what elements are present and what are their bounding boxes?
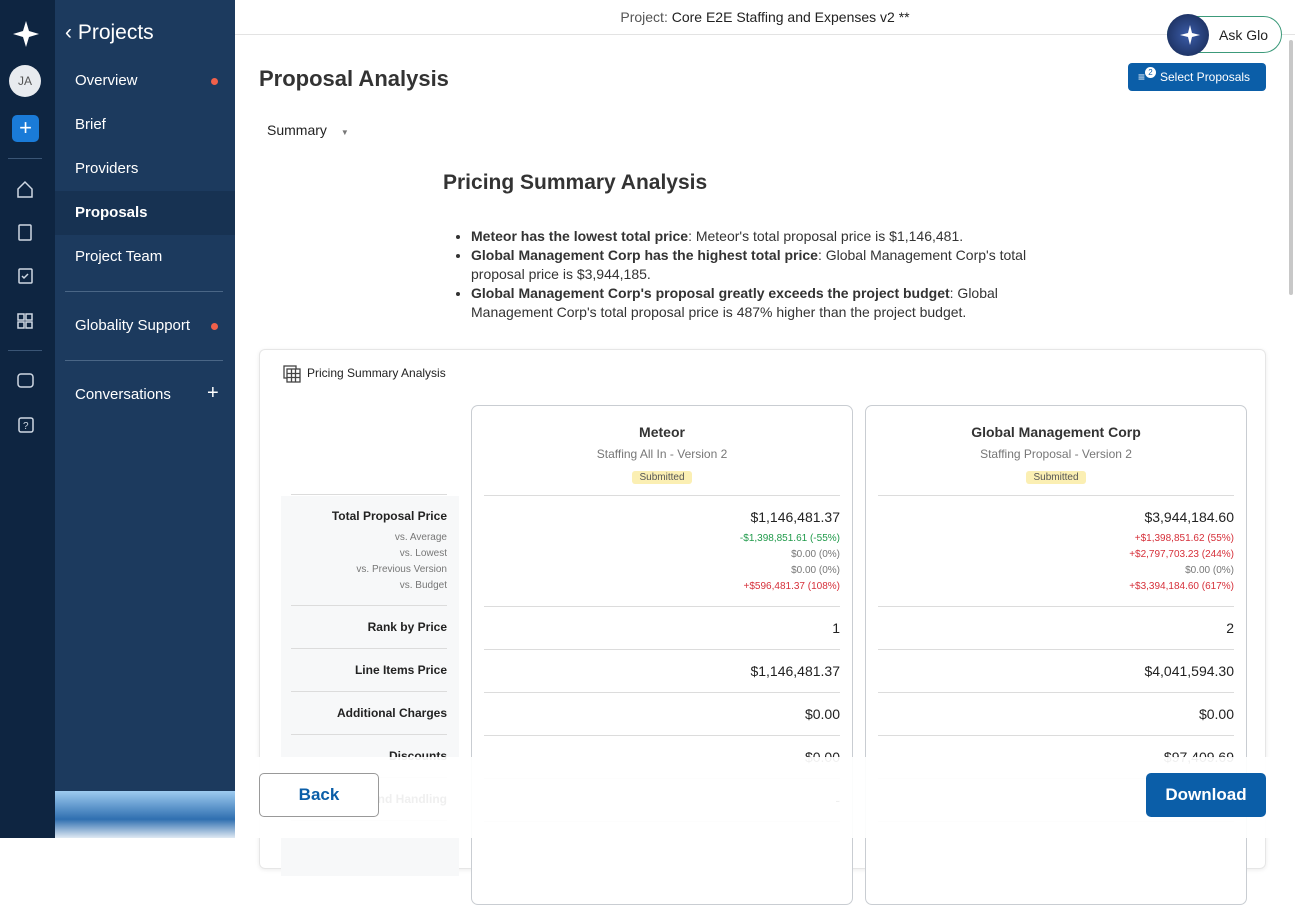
label-area: Total Proposal Price vs. Average vs. Lowes… <box>280 0 447 838</box>
row-divider <box>878 692 1234 693</box>
row-value: $4,041,594.30 <box>1144 663 1234 679</box>
summary-heading: Pricing Summary Analysis <box>443 171 708 194</box>
status-badge: Submitted <box>1026 471 1086 484</box>
comparison-value: $0.00 (0%) <box>791 549 840 560</box>
row-value: $0.00 <box>1198 706 1234 722</box>
row-label: Additional Charges <box>336 706 447 720</box>
status-wrap: Submitted <box>866 467 1246 485</box>
svg-text:?: ? <box>23 421 29 432</box>
row-divider <box>484 495 840 496</box>
row-divider <box>878 495 1234 496</box>
row-divider <box>878 649 1234 650</box>
nav-item[interactable]: Globality Support <box>75 317 191 334</box>
proposal-name: Staffing Proposal - Version 2 <box>980 447 1132 461</box>
comparison-value: $0.00 (0%) <box>791 565 840 576</box>
row-divider <box>878 735 1234 736</box>
status-badge: Submitted <box>632 471 692 484</box>
ask-glo-label: Ask Glo <box>1219 27 1269 43</box>
row-divider <box>484 649 840 650</box>
row-divider <box>291 605 447 606</box>
app: JA + ? ‹ Projects + Overview Brief Provide… <box>0 0 1295 838</box>
row-label: Total Proposal Price <box>331 509 447 523</box>
comparison-label: vs. Budget <box>399 580 447 591</box>
back-projects[interactable]: ‹ Projects <box>65 21 154 44</box>
bullet-text: : Global Management Corp's total proposa… <box>471 247 1027 282</box>
notification-dot <box>211 323 218 330</box>
row-value: 2 <box>1226 620 1234 636</box>
select-proposals[interactable]: ≡ 2 Select Proposals <box>1128 63 1266 91</box>
nav-item[interactable]: Conversations <box>75 386 171 403</box>
bullet-bold: Global Management Corp has the highest t… <box>471 247 818 263</box>
row-value: 1 <box>832 620 840 636</box>
proposal-name: Staffing All In - Version 2 <box>596 447 728 461</box>
row-divider <box>291 691 447 692</box>
row-divider <box>484 735 840 736</box>
status-wrap: Submitted <box>472 467 852 485</box>
row-divider <box>878 606 1234 607</box>
row-label: Rank by Price <box>367 620 447 634</box>
card-title: Pricing Summary Analysis <box>307 366 446 380</box>
avatar[interactable]: JA <box>9 65 41 97</box>
sidebar: ‹ Projects + Overview Brief Providers Propo… <box>55 0 235 838</box>
notification-dot <box>211 78 218 85</box>
header: Project: Core E2E Staffing and Expenses … <box>235 0 1295 35</box>
page-title: Proposal Analysis <box>259 66 449 91</box>
row-value: $0.00 <box>804 706 840 722</box>
view-label: Summary <box>267 122 327 138</box>
nav-item[interactable]: Proposals <box>75 204 148 221</box>
summary-bullets: Meteor has the lowest total price: Meteo… <box>443 227 1063 322</box>
comparison-value: +$1,398,851.62 (55%) <box>1134 533 1234 544</box>
bullet-bold: Meteor has the lowest total price <box>471 228 689 244</box>
nav-item[interactable]: Providers <box>75 160 139 177</box>
row-divider <box>291 494 447 495</box>
comparison-label: vs. Lowest <box>399 548 447 559</box>
add-conversation[interactable]: + <box>207 382 219 404</box>
summary-bullet: Global Management Corp's proposal greatl… <box>471 284 1063 322</box>
comparison-label: vs. Average <box>394 532 447 543</box>
comparison-value: -$1,398,851.61 (-55%) <box>739 533 840 544</box>
scrollbar <box>1289 40 1293 295</box>
project-name: Core E2E Staffing and Expenses v2 ** <box>671 9 910 25</box>
logo <box>13 21 39 47</box>
back-button[interactable]: Back <box>259 773 379 817</box>
row-divider <box>484 606 840 607</box>
project-label: Project: <box>620 9 668 25</box>
comparison-value: $0.00 (0%) <box>1185 565 1234 576</box>
provider-name: Meteor <box>639 424 685 440</box>
nav-active-bg <box>55 191 235 235</box>
row-divider <box>484 692 840 693</box>
download-button[interactable]: Download <box>1146 773 1266 817</box>
nav-item[interactable]: Brief <box>75 116 106 133</box>
row-value: $1,146,481.37 <box>750 663 840 679</box>
back-label: Projects <box>77 21 154 44</box>
row-divider <box>291 734 447 735</box>
nav-item[interactable]: Overview <box>75 72 138 89</box>
rail-icons: ? <box>17 180 34 433</box>
row-label: Line Items Price <box>354 663 447 677</box>
select-count: 2 <box>1145 67 1156 78</box>
comparison-value: +$3,394,184.60 (617%) <box>1129 581 1234 592</box>
row-value: $1,146,481.37 <box>750 509 840 525</box>
comparison-value: +$2,797,703.23 (244%) <box>1129 549 1234 560</box>
add-button[interactable]: + <box>12 115 39 142</box>
icon-rail: JA + ? <box>0 0 55 838</box>
summary-bullet: Global Management Corp has the highest t… <box>471 246 1063 284</box>
bullet-bold: Global Management Corp's proposal greatl… <box>471 285 950 301</box>
row-value: $3,944,184.60 <box>1144 509 1234 525</box>
bullet-text: : Global Management Corp's total proposa… <box>471 285 998 320</box>
table-icon <box>283 365 301 383</box>
banner-image <box>55 791 235 838</box>
view-dropdown[interactable]: Summary ▼ <box>267 122 349 138</box>
provider-name: Global Management Corp <box>971 424 1141 440</box>
row-divider <box>291 648 447 649</box>
ask-glo[interactable]: Ask Glo <box>1167 14 1282 56</box>
summary-bullet: Meteor has the lowest total price: Meteo… <box>471 227 1063 246</box>
comparison-value: +$596,481.37 (108%) <box>743 581 840 592</box>
select-label: Select Proposals <box>1160 70 1251 84</box>
bullet-text: : Meteor's total proposal price is $1,14… <box>688 228 964 244</box>
footer <box>235 757 1285 838</box>
comparison-label: vs. Previous Version <box>356 564 447 575</box>
nav-item[interactable]: Project Team <box>75 248 163 265</box>
